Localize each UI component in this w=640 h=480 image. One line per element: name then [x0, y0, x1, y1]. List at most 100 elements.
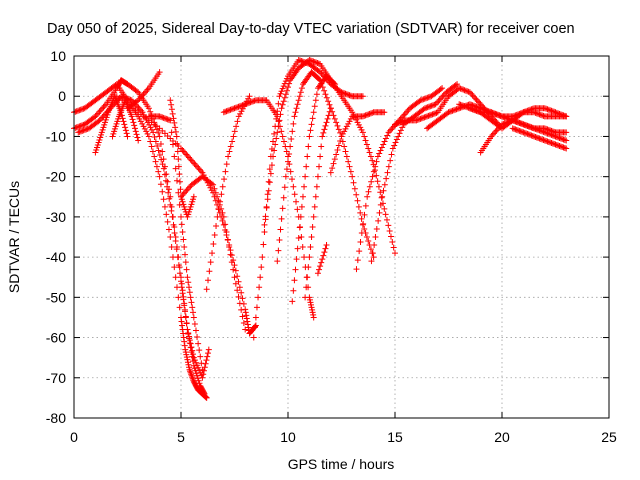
data-point-interp — [196, 367, 203, 374]
data-point-interp — [95, 118, 102, 125]
data-point-interp — [186, 284, 193, 291]
data-point-interp — [185, 361, 192, 368]
data-point-interp — [144, 130, 151, 137]
y-tick-label: -20 — [46, 169, 66, 185]
y-tick-label: 0 — [58, 88, 66, 104]
data-point-interp — [361, 211, 368, 218]
series-track-06 — [124, 69, 163, 112]
data-point-interp — [277, 90, 284, 97]
data-point-interp — [303, 284, 310, 291]
data-point-interp — [296, 93, 303, 100]
data-point-interp — [280, 138, 287, 145]
data-point-interp — [224, 107, 231, 114]
data-point — [235, 113, 242, 120]
data-point-interp — [361, 112, 368, 119]
data-point-interp — [298, 58, 305, 65]
data-point-interp — [257, 274, 264, 281]
data-point — [520, 109, 527, 116]
data-point-interp — [288, 135, 295, 142]
data-point-interp — [152, 158, 159, 165]
data-point-interp — [226, 148, 233, 155]
data-point-interp — [377, 147, 384, 154]
data-point-interp — [377, 201, 384, 208]
data-point-interp — [188, 344, 195, 351]
data-point-interp — [296, 224, 303, 231]
data-point-interp — [367, 110, 374, 117]
data-point-interp — [512, 126, 519, 133]
data-point-interp — [275, 100, 282, 107]
data-point-interp — [277, 226, 284, 233]
data-point-interp — [139, 120, 146, 127]
data-point-interp — [179, 290, 186, 297]
data-point-interp — [321, 87, 328, 94]
data-point-interp — [469, 106, 476, 113]
data-point-interp — [271, 130, 278, 137]
data-point-interp — [274, 129, 281, 136]
data-point-interp — [290, 287, 297, 294]
data-point-interp — [79, 122, 86, 129]
data-point-interp — [188, 299, 195, 306]
data-point-interp — [119, 115, 126, 122]
data-point-interp — [345, 91, 352, 98]
data-point-interp — [378, 194, 385, 201]
data-point-interp — [166, 195, 173, 202]
data-point-interp — [361, 133, 368, 140]
data-point-interp — [250, 98, 257, 105]
data-point-interp — [183, 320, 190, 327]
data-point — [190, 193, 197, 200]
data-point-interp — [536, 135, 543, 142]
data-point-interp — [515, 127, 522, 134]
data-point — [150, 129, 157, 136]
data-point-interp — [297, 57, 304, 64]
data-point-interp — [202, 393, 209, 400]
data-point-interp — [557, 111, 564, 118]
data-point-interp — [551, 140, 558, 147]
data-point-interp — [470, 106, 477, 113]
data-point — [220, 109, 227, 116]
data-point-interp — [473, 107, 480, 114]
data-point — [156, 69, 163, 76]
data-point-interp — [244, 318, 251, 325]
data-point-interp — [525, 123, 532, 130]
data-point-interp — [433, 109, 440, 116]
data-point-interp — [244, 321, 251, 328]
data-point-interp — [551, 132, 558, 139]
data-point-interp — [176, 171, 183, 178]
data-point-interp — [175, 262, 182, 269]
data-point-interp — [73, 108, 80, 115]
data-point-interp — [264, 191, 271, 198]
data-point-interp — [238, 306, 245, 313]
data-point-interp — [357, 239, 364, 246]
data-point-interp — [472, 107, 479, 114]
data-point-interp — [523, 108, 530, 115]
data-point — [184, 213, 191, 220]
data-point-interp — [346, 118, 353, 125]
data-point-interp — [175, 156, 182, 163]
data-point-interp — [239, 102, 246, 109]
data-point-interp — [129, 116, 136, 123]
data-point — [424, 113, 431, 120]
data-point-interp — [341, 90, 348, 97]
x-tick-label: 0 — [70, 429, 78, 445]
data-point — [310, 314, 317, 321]
data-point — [169, 213, 176, 220]
data-point-interp — [295, 97, 302, 104]
data-point-interp — [176, 201, 183, 208]
data-point — [242, 101, 249, 108]
data-point-interp — [326, 101, 333, 108]
data-point — [199, 374, 206, 381]
data-point-interp — [243, 100, 250, 107]
data-point-interp — [283, 166, 290, 173]
data-point-interp — [333, 119, 340, 126]
data-point-interp — [102, 119, 109, 126]
data-point-interp — [157, 181, 164, 188]
data-point-interp — [221, 176, 228, 183]
data-point-interp — [387, 233, 394, 240]
data-point-interp — [189, 304, 196, 311]
data-point-interp — [268, 162, 275, 169]
data-point-interp — [181, 302, 188, 309]
data-point-interp — [507, 118, 514, 125]
data-point-interp — [306, 296, 313, 303]
data-point-interp — [385, 222, 392, 229]
data-point-interp — [255, 294, 262, 301]
